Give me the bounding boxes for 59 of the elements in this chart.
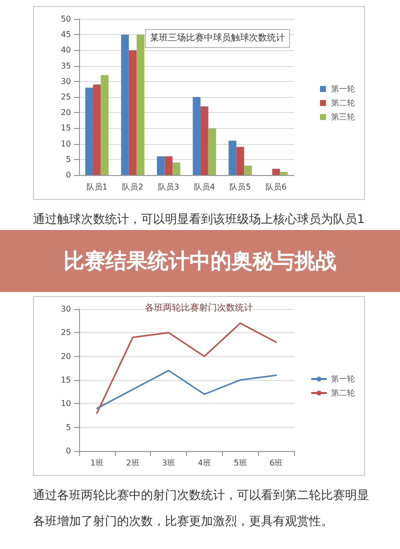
bar: [136, 34, 144, 175]
legend-label: 第三轮: [331, 112, 355, 122]
x-tick-label: 3班: [162, 458, 176, 468]
line-series: [96, 370, 277, 410]
legend-label: 第二轮: [331, 388, 355, 398]
bar: [164, 156, 172, 175]
y-tick-label: 10: [60, 139, 71, 148]
x-tick-label: 4班: [198, 458, 211, 468]
bar: [85, 88, 94, 175]
y-tick-label: 35: [60, 61, 71, 70]
y-tick-label: 40: [60, 46, 71, 55]
bar: [172, 162, 180, 175]
x-tick-label: 2班: [126, 458, 140, 468]
bar: [200, 106, 208, 175]
bar: [208, 128, 216, 175]
legend-label: 第一轮: [331, 374, 355, 384]
x-tick-label: 队员1: [86, 182, 108, 192]
bar: [228, 140, 236, 175]
x-tick-label: 1班: [90, 458, 104, 468]
legend-label: 第一轮: [331, 84, 355, 94]
x-tick-label: 6班: [270, 458, 283, 468]
x-tick-label: 5班: [234, 458, 247, 468]
y-tick-label: 30: [60, 304, 71, 314]
x-tick-label: 队员2: [122, 182, 144, 192]
text: 某班三场比赛中球员触球次数统计: [150, 32, 285, 44]
y-tick-label: 10: [60, 399, 71, 408]
x-tick-label: 队员5: [230, 182, 251, 192]
bar: [192, 97, 201, 175]
text: 通过触球次数统计，可以明显看到该班级场上核心球员为队员1: [33, 211, 366, 228]
y-tick-label: 20: [60, 108, 71, 118]
x-tick-label: 队员4: [194, 182, 215, 192]
text: 比赛结果统计中的奥秘与挑战: [0, 230, 400, 292]
y-tick-label: 15: [60, 124, 71, 133]
bar: [280, 172, 288, 175]
text: 通过各班两轮比赛中的射门次数统计，可以看到第二轮比赛明显各班增加了射门的次数，比赛更加激烈，更具有观赏性。: [33, 487, 370, 530]
legend-label: 第二轮: [331, 98, 355, 108]
bar: [272, 168, 280, 175]
bar: [121, 34, 129, 175]
y-tick-label: 5: [66, 154, 71, 164]
y-tick-label: 0: [66, 170, 71, 180]
y-tick-label: 25: [60, 92, 71, 102]
y-tick-label: 0: [66, 446, 71, 456]
y-tick-label: 5: [66, 422, 71, 432]
x-tick-label: 队员3: [158, 182, 180, 192]
bar: [236, 146, 244, 175]
y-tick-label: 25: [60, 328, 71, 338]
bar: [156, 156, 165, 175]
y-tick-label: 45: [60, 30, 71, 40]
bar: [244, 166, 252, 175]
x-tick-label: 队员6: [266, 182, 287, 192]
line-series: [96, 322, 277, 414]
y-tick-label: 50: [60, 14, 71, 24]
y-tick-label: 15: [60, 376, 71, 384]
chart-title: 各班两轮比赛射门次数统计: [145, 302, 253, 314]
bar: [93, 84, 101, 175]
y-tick-label: 30: [60, 76, 71, 86]
bar: [100, 75, 109, 175]
bar: [128, 50, 137, 175]
y-tick-label: 20: [60, 352, 71, 361]
